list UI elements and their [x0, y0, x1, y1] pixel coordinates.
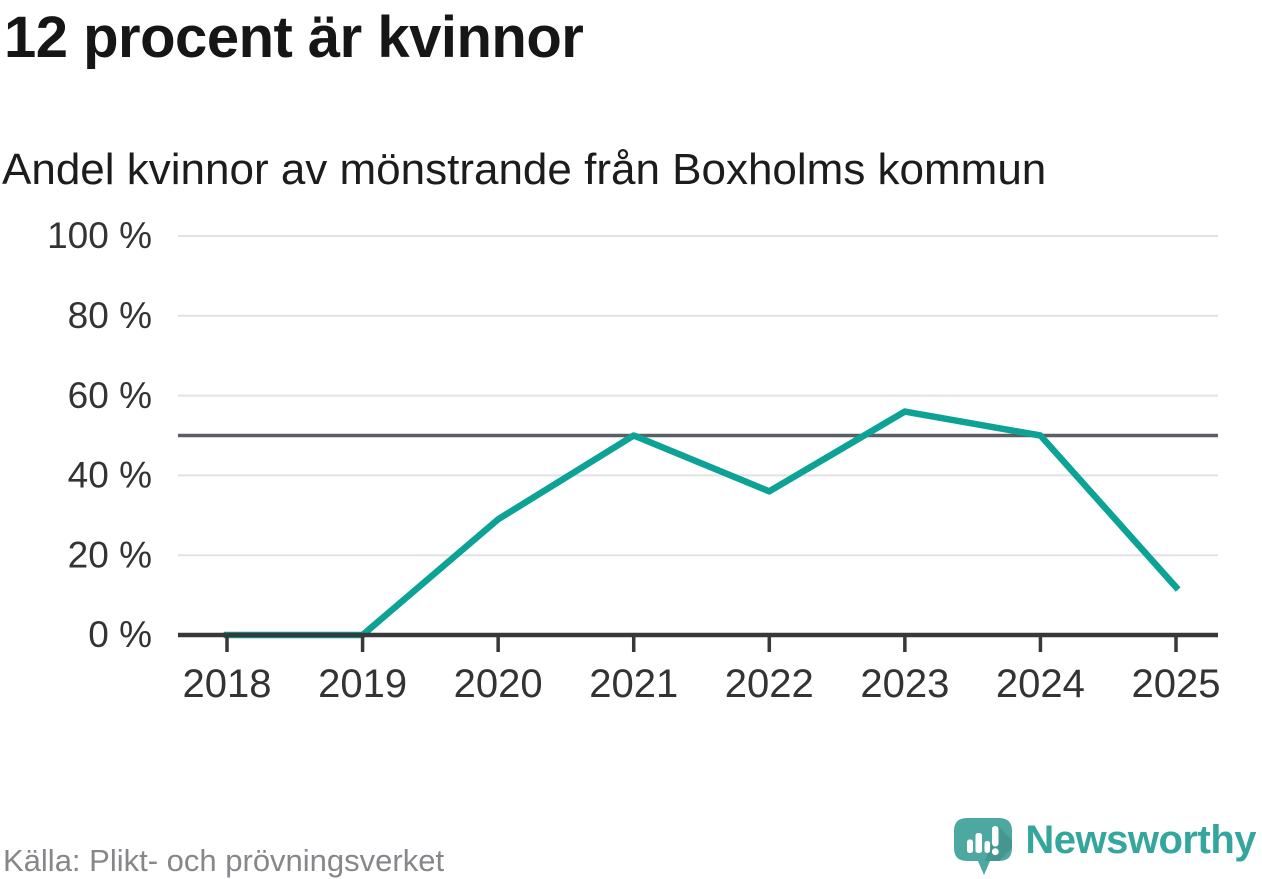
x-axis-tick-label: 2018 — [183, 662, 272, 706]
bar-short-icon — [984, 841, 991, 853]
x-axis-tick-label: 2025 — [1132, 662, 1221, 706]
bar-small-icon — [967, 839, 974, 853]
y-axis-tick-label: 40 % — [68, 455, 152, 496]
exclamation-bar-icon — [992, 826, 999, 847]
exclamation-dot-icon — [992, 848, 1000, 856]
y-axis-tick-label: 20 % — [68, 534, 152, 575]
y-axis-tick-label: 100 % — [47, 215, 152, 256]
newsworthy-speech-bubble-chart-icon — [954, 818, 1013, 875]
data-line-andel-kvinnor-av-m-nstrande — [223, 408, 1181, 639]
bar-tall-icon — [975, 833, 983, 853]
newsworthy-brand: Newsworthy — [954, 816, 1256, 878]
source-note: Källa: Plikt- och prövningsverket — [3, 843, 445, 878]
x-axis-tick-label: 2024 — [996, 662, 1085, 706]
x-axis-tick-label: 2021 — [589, 662, 678, 706]
y-axis-tick-label: 60 % — [68, 375, 152, 416]
x-axis-tick-label: 2023 — [860, 662, 949, 706]
x-axis-tick-label: 2019 — [318, 662, 407, 706]
x-axis-tick-label: 2020 — [454, 662, 543, 706]
line-chart-plot-area: 0 % 20 % 40 % 60 % 80 % 100 % 2018 2019 2020 2021… — [47, 215, 1221, 706]
x-axis-tick-label: 2022 — [725, 662, 814, 706]
chart-subtitle: Andel kvinnor av mönstrande från Boxholm… — [2, 145, 1047, 194]
y-axis-tick-label: 80 % — [68, 295, 152, 336]
chart-title: 12 procent är kvinnor — [4, 5, 584, 70]
brand-name: Newsworthy — [1025, 818, 1256, 862]
y-axis-tick-label: 0 % — [88, 614, 152, 655]
